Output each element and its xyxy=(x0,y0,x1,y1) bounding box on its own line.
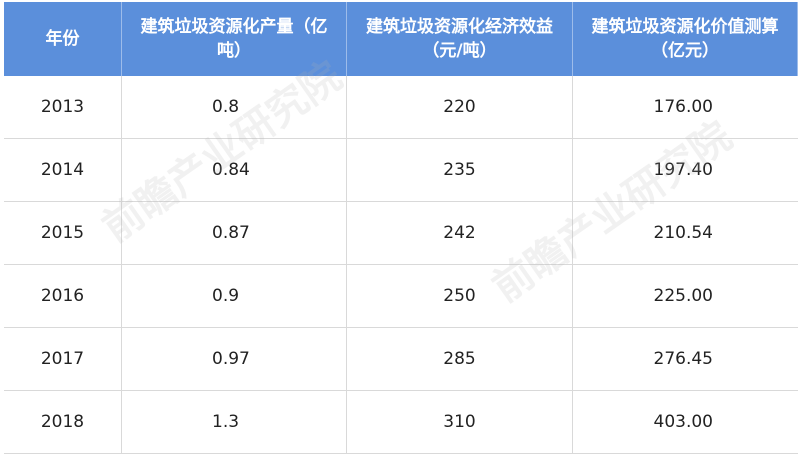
cell-value: 176.00 xyxy=(653,97,713,117)
cell-output: 0.9 xyxy=(122,265,347,327)
cell-value: 276.45 xyxy=(653,349,713,369)
table-row: 2013 0.8 220 176.00 xyxy=(4,76,798,139)
table-row: 2014 0.84 235 197.40 xyxy=(4,139,798,202)
cell-benefit: 235 xyxy=(347,139,573,201)
data-table: 年份 建筑垃圾资源化产量（亿吨） 建筑垃圾资源化经济效益（元/吨） 建筑垃圾资源… xyxy=(4,2,798,454)
table-row: 2015 0.87 242 210.54 xyxy=(4,202,798,265)
cell-benefit: 310 xyxy=(347,391,573,453)
cell-value: 225.00 xyxy=(653,286,713,306)
cell-year: 2015 xyxy=(4,202,122,264)
table-row: 2016 0.9 250 225.00 xyxy=(4,265,798,328)
cell-output: 0.97 xyxy=(122,328,347,390)
cell-value: 197.40 xyxy=(653,160,713,180)
cell-output: 0.8 xyxy=(122,76,347,138)
cell-year: 2018 xyxy=(4,391,122,453)
cell-output: 0.87 xyxy=(122,202,347,264)
cell-output: 0.84 xyxy=(122,139,347,201)
table-row: 2018 1.3 310 403.00 xyxy=(4,391,798,454)
header-value: 建筑垃圾资源化价值测算（亿元） xyxy=(573,2,798,76)
header-benefit: 建筑垃圾资源化经济效益（元/吨） xyxy=(347,2,573,76)
cell-benefit: 285 xyxy=(347,328,573,390)
header-output: 建筑垃圾资源化产量（亿吨） xyxy=(122,2,347,76)
cell-benefit: 242 xyxy=(347,202,573,264)
cell-benefit: 220 xyxy=(347,76,573,138)
header-year: 年份 xyxy=(4,2,122,76)
cell-year: 2014 xyxy=(4,139,122,201)
table-row: 2017 0.97 285 276.45 xyxy=(4,328,798,391)
table-header: 年份 建筑垃圾资源化产量（亿吨） 建筑垃圾资源化经济效益（元/吨） 建筑垃圾资源… xyxy=(4,2,798,76)
cell-year: 2013 xyxy=(4,76,122,138)
cell-output: 1.3 xyxy=(122,391,347,453)
cell-value: 210.54 xyxy=(653,223,713,243)
cell-year: 2016 xyxy=(4,265,122,327)
cell-benefit: 250 xyxy=(347,265,573,327)
cell-year: 2017 xyxy=(4,328,122,390)
cell-value: 403.00 xyxy=(653,412,713,432)
